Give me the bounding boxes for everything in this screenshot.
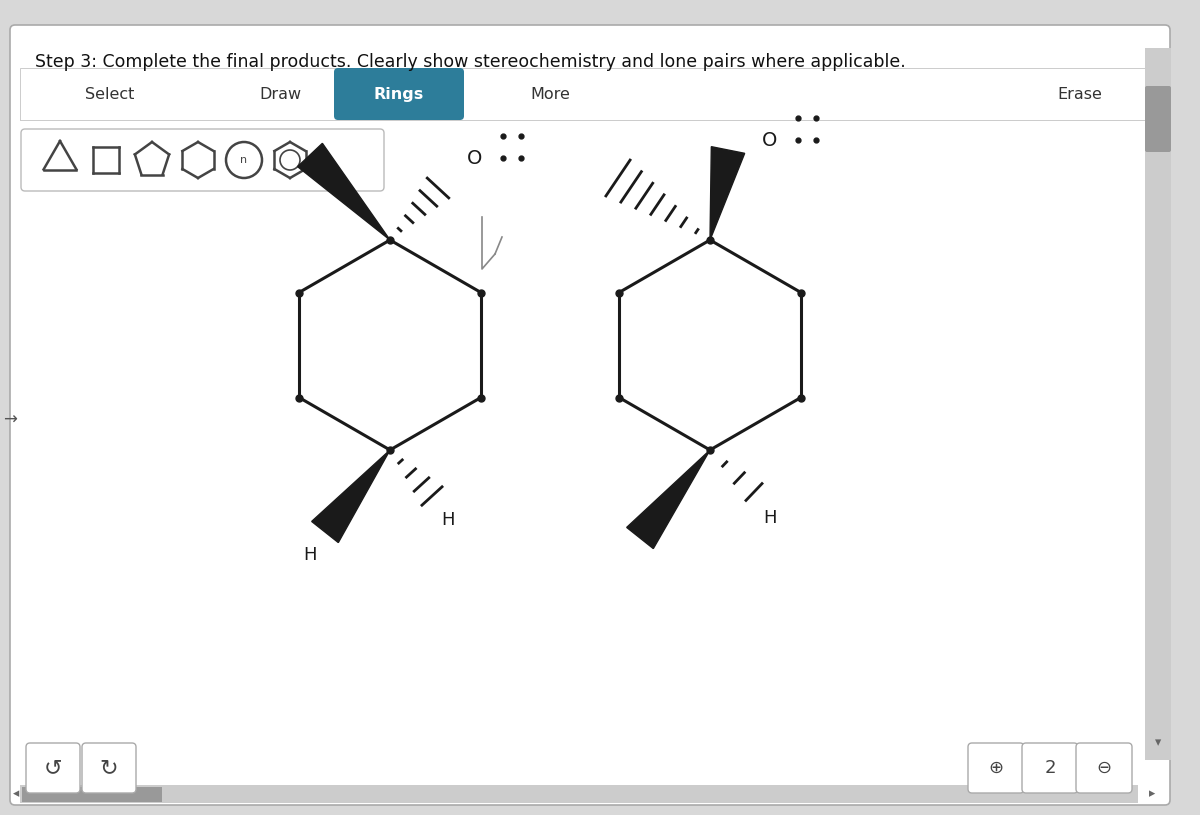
FancyBboxPatch shape — [1145, 48, 1171, 760]
Text: 2: 2 — [1044, 759, 1056, 777]
FancyBboxPatch shape — [10, 25, 1170, 805]
Text: ◂: ◂ — [13, 787, 19, 800]
Text: Rings: Rings — [374, 86, 424, 102]
Text: ↺: ↺ — [43, 758, 62, 778]
Text: ↻: ↻ — [100, 758, 119, 778]
Text: n: n — [240, 155, 247, 165]
Text: ⊖: ⊖ — [1097, 759, 1111, 777]
Polygon shape — [626, 450, 710, 548]
FancyBboxPatch shape — [26, 743, 80, 793]
FancyBboxPatch shape — [20, 785, 1138, 803]
FancyBboxPatch shape — [82, 743, 136, 793]
FancyBboxPatch shape — [1145, 86, 1171, 152]
Text: H: H — [304, 546, 317, 564]
Text: →: → — [4, 411, 17, 429]
FancyBboxPatch shape — [20, 68, 1160, 120]
Polygon shape — [312, 450, 390, 543]
Text: O: O — [467, 148, 482, 168]
Text: H: H — [763, 509, 776, 527]
Text: Erase: Erase — [1057, 86, 1103, 102]
Polygon shape — [710, 147, 745, 240]
FancyBboxPatch shape — [1022, 743, 1078, 793]
Text: H: H — [442, 511, 455, 529]
FancyBboxPatch shape — [334, 68, 464, 120]
Text: More: More — [530, 86, 570, 102]
Text: O: O — [762, 130, 778, 149]
FancyBboxPatch shape — [1076, 743, 1132, 793]
Polygon shape — [298, 143, 390, 240]
Text: ▾: ▾ — [1154, 737, 1162, 750]
Text: Select: Select — [85, 86, 134, 102]
Text: Draw: Draw — [259, 86, 301, 102]
FancyBboxPatch shape — [22, 129, 384, 191]
FancyBboxPatch shape — [968, 743, 1024, 793]
Text: Step 3: Complete the final products. Clearly show stereochemistry and lone pairs: Step 3: Complete the final products. Cle… — [35, 53, 906, 71]
FancyBboxPatch shape — [22, 787, 162, 802]
Text: ▸: ▸ — [1148, 787, 1156, 800]
Text: ⊕: ⊕ — [989, 759, 1003, 777]
